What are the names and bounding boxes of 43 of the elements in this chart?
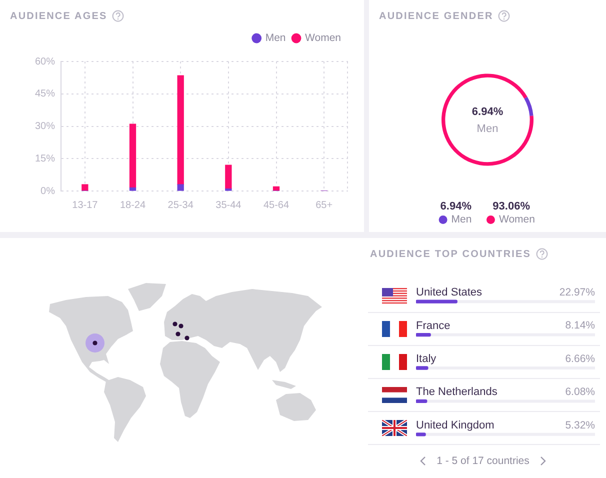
y-tick-label: United Kingdom	[416, 419, 494, 432]
data-label: 6.08%	[565, 386, 595, 398]
chart-title: AUDIENCE GENDER	[379, 10, 494, 22]
legend-label: Men	[451, 214, 472, 226]
bar	[272, 186, 280, 191]
text: Men	[476, 122, 498, 135]
bar	[416, 300, 458, 304]
bar	[177, 184, 184, 191]
y-tick-label: France	[416, 320, 450, 332]
x-tick-label: 13-17	[72, 200, 98, 211]
y-tick-label: 30%	[34, 121, 56, 132]
y-tick-label: United States	[416, 286, 483, 299]
bar	[177, 75, 184, 185]
bar	[416, 366, 428, 370]
y-tick-label: 60%	[34, 56, 56, 68]
bar	[225, 164, 232, 190]
data-label: 6.94%	[440, 200, 472, 213]
bar	[129, 124, 136, 188]
chart-title: AUDIENCE TOP COUNTRIES	[370, 248, 532, 260]
legend-label: Women	[305, 32, 342, 44]
x-tick-label: 25-34	[168, 200, 194, 211]
data-label: 5.32%	[565, 419, 595, 432]
y-tick-label: Italy	[416, 353, 437, 366]
data-label: 93.06%	[492, 200, 530, 213]
text: 1 - 5 of 17 countries	[436, 455, 530, 468]
y-tick-label: 45%	[34, 88, 56, 100]
bar	[82, 184, 88, 191]
text: 6.94%	[472, 106, 504, 118]
x-tick-label: 35-44	[216, 200, 242, 211]
bar	[129, 187, 136, 191]
y-tick-label: 15%	[34, 153, 56, 164]
data-label: 6.66%	[565, 352, 595, 365]
x-tick-label: 18-24	[120, 200, 146, 211]
legend-label: Women	[498, 214, 536, 226]
data-label: 22.97%	[559, 286, 595, 298]
x-tick-label: 45-64	[263, 200, 290, 211]
chart-title: AUDIENCE AGES	[10, 10, 108, 22]
x-tick-label: 65+	[316, 200, 333, 211]
y-tick-label: The Netherlands	[416, 386, 498, 398]
data-label: 8.14%	[565, 320, 595, 332]
bar	[416, 332, 431, 337]
y-tick-label: 0%	[40, 186, 56, 197]
legend-label: Men	[265, 32, 286, 44]
